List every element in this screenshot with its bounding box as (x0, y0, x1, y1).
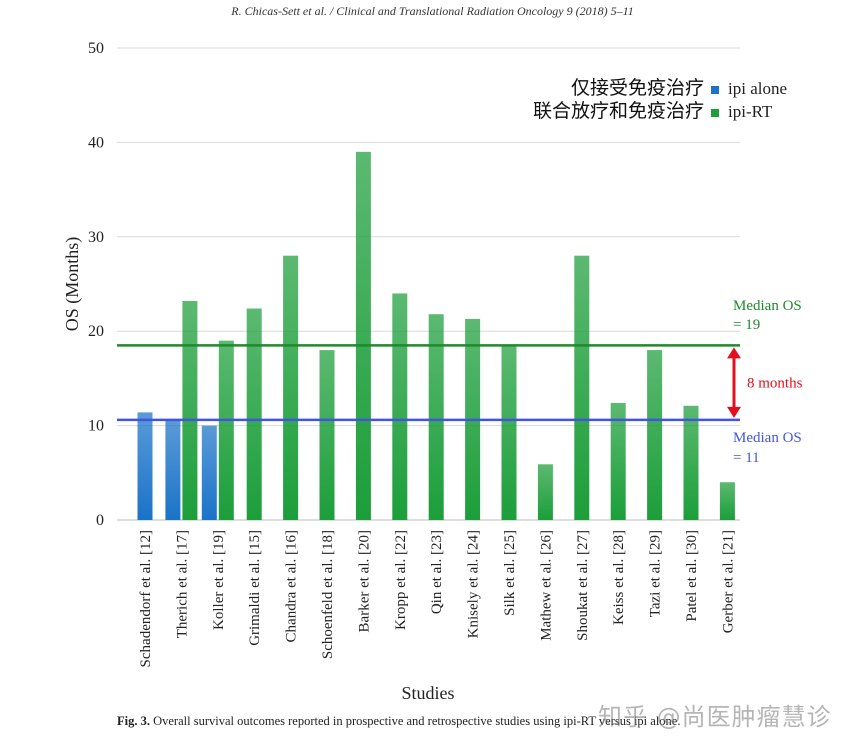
legend-swatch-ipi-rt (711, 109, 719, 117)
category-label: Chandra et al. [16] (284, 530, 300, 642)
bar-ipi-alone (201, 425, 217, 520)
y-tick-label: 30 (88, 229, 104, 246)
difference-label: 8 months (747, 376, 803, 392)
category-label: Kropp et al. [22] (393, 530, 409, 630)
median-os-rt-label: Median OS (733, 298, 802, 314)
category-label: Therich et al. [17] (174, 530, 190, 638)
category-label: Keiss et al. [28] (611, 530, 627, 625)
legend-label-cn-ipi-rt: 联合放疗和免疫治疗 (533, 100, 704, 122)
bar-ipi-rt (283, 255, 299, 520)
median-os-rt-value: = 19 (733, 317, 760, 333)
category-label: Barker et al. [20] (356, 530, 372, 632)
category-label: Tazi et al. [29] (648, 530, 664, 617)
grid-lines (117, 47, 740, 521)
arrow-head-up (727, 347, 741, 359)
category-label: Koller et al. [19] (211, 530, 227, 630)
legend-label-ipi-rt: ipi-RT (728, 102, 773, 121)
category-label: Grimaldi et al. [15] (247, 530, 263, 646)
bar-ipi-rt (574, 255, 590, 520)
bar-ipi-rt (182, 300, 198, 520)
legend-label-ipi-alone: ipi alone (728, 79, 787, 98)
category-label: Mathew et al. [26] (538, 530, 554, 641)
bar-ipi-rt (355, 151, 371, 520)
bar-ipi-rt (610, 402, 626, 520)
y-tick-label: 10 (88, 418, 104, 435)
bar-ipi-rt (246, 308, 262, 520)
bar-ipi-rt (683, 405, 699, 520)
category-label: Shoukat et al. [27] (575, 530, 591, 641)
category-label: Gerber et al. [21] (720, 530, 736, 633)
category-label: Patel et al. [30] (684, 530, 700, 622)
legend-swatch-ipi-alone (711, 86, 719, 94)
bar-ipi-rt (501, 345, 517, 520)
y-tick-label: 50 (88, 40, 104, 57)
caption-label: Fig. 3. (117, 714, 150, 728)
y-tick-label: 0 (96, 512, 104, 529)
bar-ipi-rt (319, 350, 335, 520)
bar-ipi-alone (165, 420, 181, 520)
category-label: Knisely et al. [24] (466, 530, 482, 638)
x-axis-category-labels: Schadendorf et al. [12] Therich et al. [1… (138, 530, 736, 667)
y-tick-label: 40 (88, 134, 104, 151)
y-axis-ticks: 0 10 20 30 40 50 (88, 40, 104, 529)
bar-ipi-rt (218, 340, 234, 520)
median-lines (117, 344, 740, 422)
y-tick-label: 20 (88, 323, 104, 340)
bar-ipi-rt (537, 464, 553, 520)
median-os-alone-label: Median OS (733, 430, 802, 446)
bar-ipi-alone (137, 412, 153, 520)
bar-ipi-rt (428, 314, 444, 520)
figure-caption: Fig. 3. Overall survival outcomes report… (117, 714, 680, 729)
bars (137, 151, 735, 520)
category-label: Schadendorf et al. [12] (138, 530, 154, 667)
category-label: Qin et al. [23] (429, 530, 445, 614)
category-label: Silk et al. [25] (502, 530, 518, 616)
bar-ipi-rt (647, 350, 663, 520)
y-axis-title: OS (Months) (62, 237, 83, 332)
legend-label-cn-ipi-alone: 仅接受免疫治疗 (571, 77, 704, 99)
x-axis-title: Studies (401, 683, 454, 703)
median-os-alone-value: = 11 (733, 450, 760, 466)
category-label: Schoenfeld et al. [18] (320, 530, 336, 659)
legend: 仅接受免疫治疗 ipi alone 联合放疗和免疫治疗 ipi-RT (533, 77, 787, 122)
caption-text: Overall survival outcomes reported in pr… (153, 714, 681, 728)
annotations: Median OS = 19 Median OS = 11 8 months (727, 298, 803, 466)
arrow-head-down (727, 406, 741, 418)
bar-ipi-rt (719, 482, 735, 520)
bar-ipi-rt (392, 293, 408, 520)
journal-citation-header: R. Chicas-Sett et al. / Clinical and Tra… (231, 4, 634, 18)
zhihu-watermark: 知乎 @尚医肿瘤慧诊 (598, 703, 832, 731)
